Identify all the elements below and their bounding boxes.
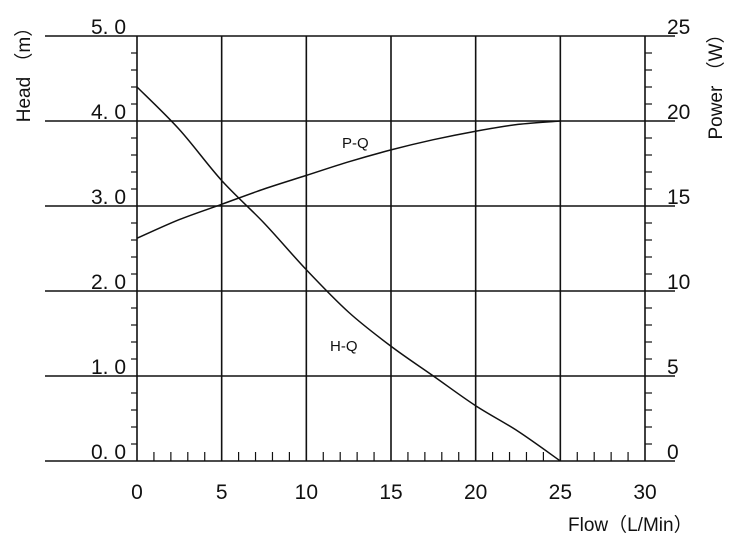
tick-labels: 0 5 10 15 20 25 30 0. 0 1. 0 2. 0 3. 0 4. 0 5. 0 0 5 10… (91, 16, 690, 504)
x-tick-label: 20 (464, 481, 487, 504)
y-right-tick-label: 0 (667, 441, 679, 464)
y-left-tick-label: 0. 0 (91, 441, 126, 464)
y-right-tick-label: 15 (667, 186, 690, 209)
minor-ticks (131, 52, 652, 461)
y-right-tick-label: 20 (667, 101, 690, 124)
x-tick-label: 25 (549, 481, 572, 504)
y-axis-title-right: Power （W） (705, 24, 727, 139)
x-tick-label: 15 (379, 481, 402, 504)
y-left-tick-label: 5. 0 (91, 16, 126, 39)
y-left-tick-label: 3. 0 (91, 186, 126, 209)
x-tick-label: 0 (131, 481, 143, 504)
y-axis-title-left: Head （m） (13, 18, 35, 123)
y-right-tick-label: 25 (667, 16, 690, 39)
x-tick-label: 30 (633, 481, 656, 504)
y-left-tick-label: 1. 0 (91, 356, 126, 379)
series-label-p-q: P-Q (342, 135, 369, 152)
series-line-p-q (136, 120, 561, 239)
series-line-h-q (136, 86, 561, 462)
y-right-tick-label: 5 (667, 356, 679, 379)
x-axis-title: Flow（L/Min） (568, 514, 693, 536)
series-label-h-q: H-Q (330, 338, 358, 355)
series-lines (136, 86, 561, 462)
y-left-tick-label: 4. 0 (91, 101, 126, 124)
y-right-tick-label: 10 (667, 271, 690, 294)
x-tick-label: 10 (295, 481, 318, 504)
grid (45, 35, 675, 462)
x-tick-label: 5 (216, 481, 228, 504)
y-left-tick-label: 2. 0 (91, 271, 126, 294)
